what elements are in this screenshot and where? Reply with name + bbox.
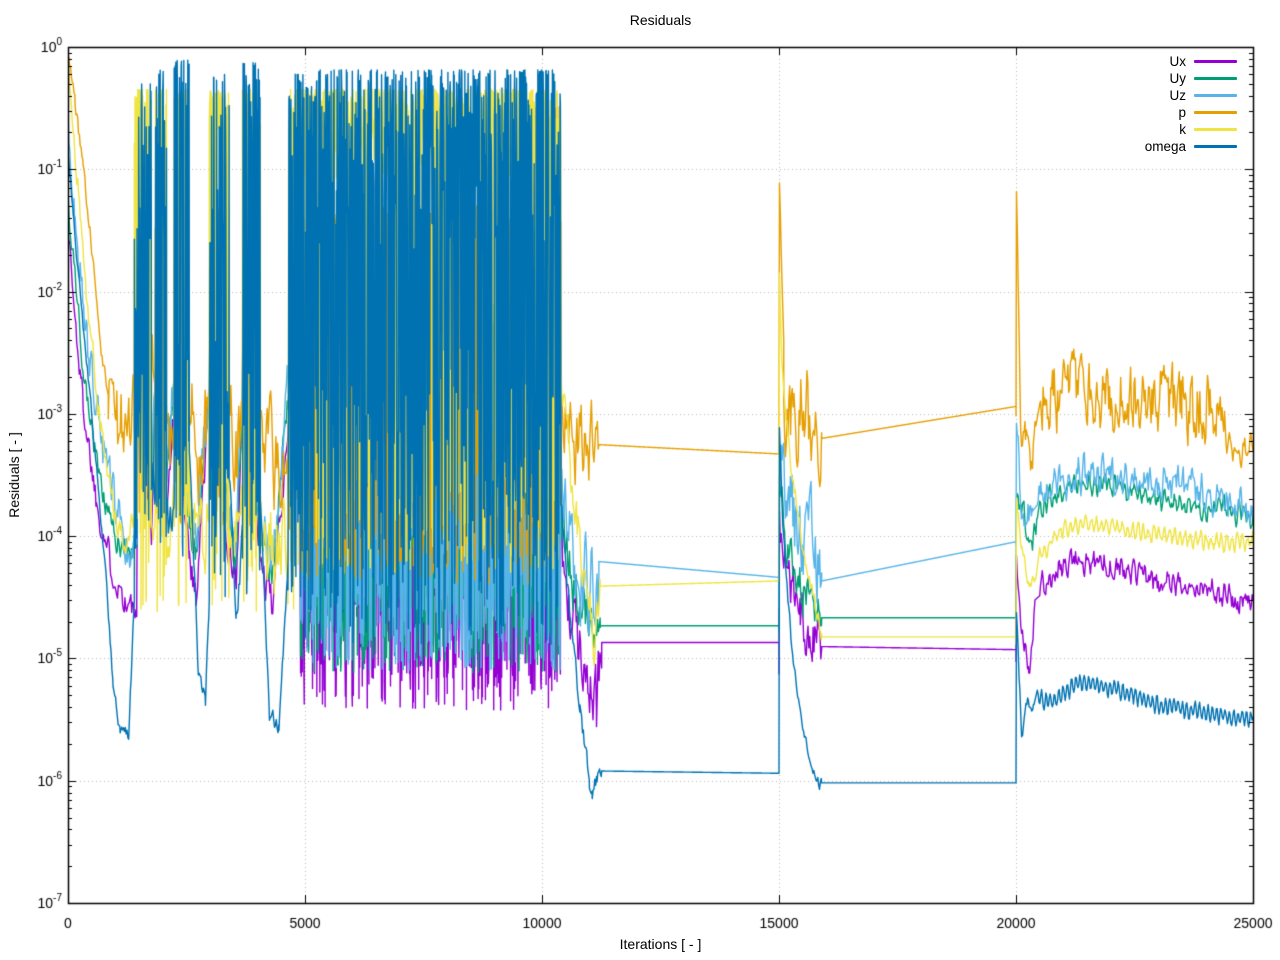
legend-line-sample-omega [1194,145,1237,148]
legend-item-k: k [1145,121,1237,138]
legend-item-ux: Ux [1145,53,1237,70]
legend-line-sample-uz [1194,94,1237,97]
x-axis-label: Iterations [ - ] [619,936,702,952]
legend-line-sample-p [1194,111,1237,114]
legend-label-uz: Uz [1169,88,1187,103]
legend-item-uz: Uz [1145,87,1237,104]
legend-item-uy: Uy [1145,70,1237,87]
legend-label-ux: Ux [1169,54,1187,69]
legend-label-p: p [1178,105,1186,120]
legend-item-omega: omega [1145,138,1237,155]
legend: Ux Uy Uz p k omega [1145,53,1237,155]
y-axis-label: Residuals [ - ] [6,432,22,518]
legend-line-sample-uy [1194,77,1237,80]
legend-line-sample-k [1194,128,1237,131]
legend-label-omega: omega [1144,139,1186,154]
legend-line-sample-ux [1194,60,1237,63]
legend-item-p: p [1145,104,1237,121]
chart-title: Residuals [629,12,692,28]
legend-label-uy: Uy [1169,71,1187,86]
legend-label-k: k [1179,122,1186,137]
